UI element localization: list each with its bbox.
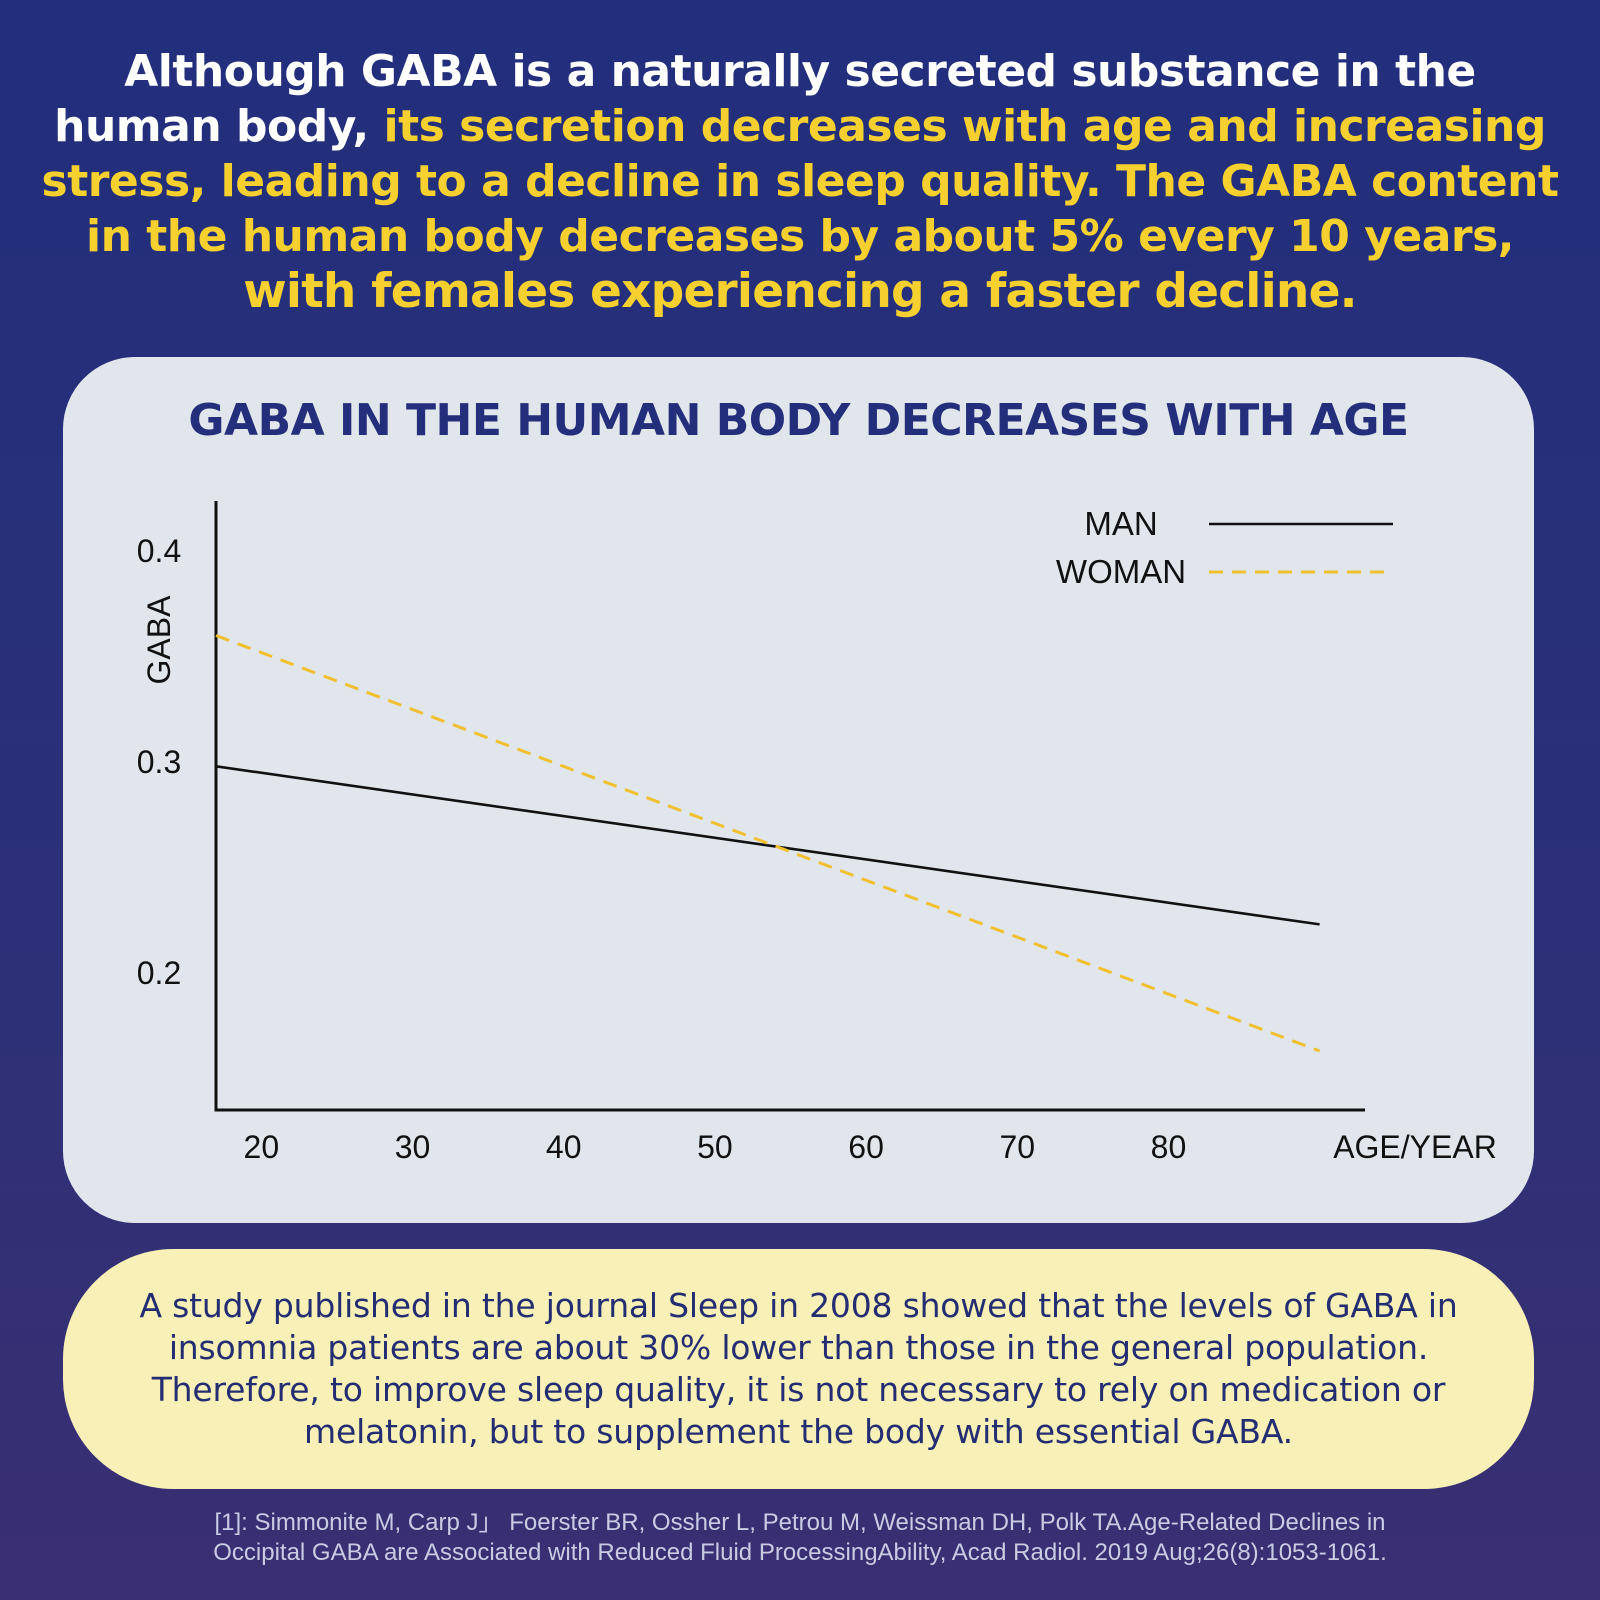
reference-citation: [1]: Simmonite M, Carp J」 Foerster BR, O… — [140, 1508, 1460, 1568]
series-line-woman — [215, 634, 1321, 1053]
legend-label-woman: WOMAN — [1056, 553, 1186, 590]
headline-emphasis: with females experiencing a faster decli… — [243, 264, 1357, 319]
y-tick-label: 0.4 — [137, 533, 181, 569]
y-tick-label: 0.3 — [137, 744, 181, 780]
reference-line-2: Occipital GABA are Associated with Reduc… — [213, 1539, 1387, 1566]
series-line-man — [215, 765, 1320, 926]
x-tick-label: 80 — [1151, 1129, 1187, 1165]
y-tick-label: 0.2 — [137, 955, 181, 991]
x-tick-label: 30 — [395, 1129, 431, 1165]
y-axis-label: GABA — [141, 595, 177, 685]
x-tick-label: 50 — [697, 1129, 733, 1165]
chart-title: GABA IN THE HUMAN BODY DECREASES WITH AG… — [188, 395, 1409, 446]
chart-card: GABA IN THE HUMAN BODY DECREASES WITH AG… — [63, 357, 1534, 1223]
legend-label-man: MAN — [1084, 505, 1157, 542]
x-axis-label: AGE/YEAR — [1333, 1129, 1497, 1165]
headline: Although GABA is a naturally secreted su… — [40, 44, 1560, 320]
study-note-card: A study published in the journal Sleep i… — [63, 1249, 1534, 1489]
headline-intro: Although GABA is a naturally secreted su… — [54, 46, 1476, 152]
x-tick-label: 60 — [848, 1129, 884, 1165]
study-note-text: A study published in the journal Sleep i… — [139, 1286, 1458, 1451]
gaba-age-chart: 20 30 40 50 60 70 80 AGE/YEAR 0.4 0.3 0.2 GABA MAN WO… — [137, 501, 1497, 1165]
x-tick-label: 20 — [244, 1129, 280, 1165]
headline-highlight: its secretion decreases with age and inc… — [41, 101, 1560, 262]
x-tick-label: 70 — [999, 1129, 1035, 1165]
reference-line-1: [1]: Simmonite M, Carp J」 Foerster BR, O… — [214, 1509, 1386, 1536]
x-tick-label: 40 — [546, 1129, 582, 1165]
